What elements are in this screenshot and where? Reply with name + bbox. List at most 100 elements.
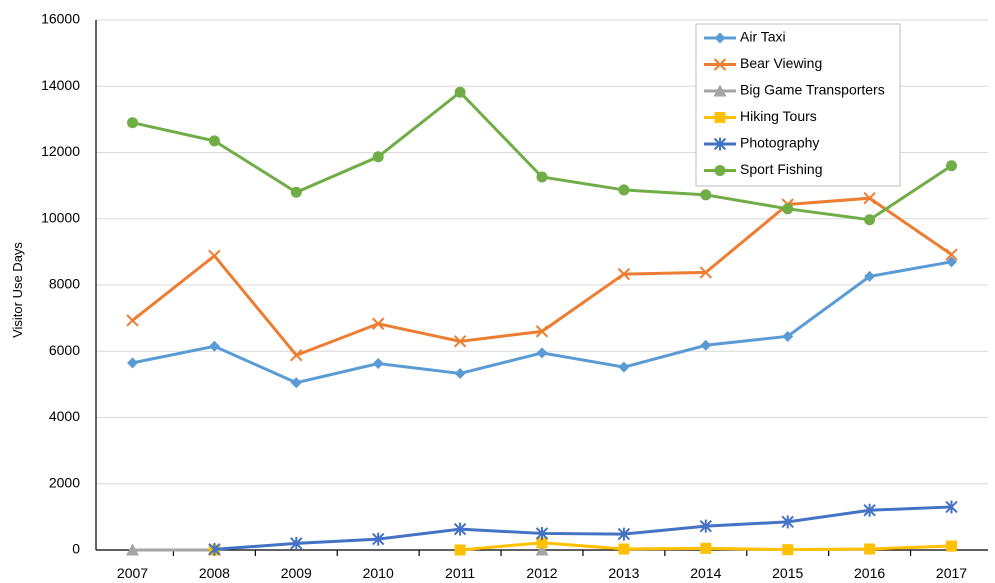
x-tick-label: 2009 (281, 565, 312, 581)
data-point (126, 314, 139, 327)
series-sport-fishing (126, 86, 958, 226)
data-point (782, 330, 794, 342)
data-point (126, 357, 138, 369)
legend-item: Hiking Tours (704, 108, 817, 124)
y-tick-label: 12000 (41, 143, 80, 159)
data-point (454, 367, 466, 379)
data-point (864, 214, 876, 226)
x-tick-label: 2016 (854, 565, 885, 581)
y-tick-label: 4000 (49, 408, 80, 424)
legend-label: Hiking Tours (740, 108, 817, 124)
data-point (536, 171, 548, 183)
data-point (700, 339, 712, 351)
data-point (290, 536, 303, 550)
legend-item: Air Taxi (704, 29, 786, 45)
legend-item: Bear Viewing (704, 55, 822, 71)
data-point (535, 526, 549, 540)
data-point (535, 325, 549, 338)
data-point (454, 544, 466, 556)
legend-item: Sport Fishing (704, 161, 822, 177)
data-point (617, 267, 631, 281)
data-point (372, 358, 384, 370)
series-photography (208, 500, 958, 556)
data-point (945, 248, 958, 261)
data-point (864, 543, 876, 555)
x-tick-label: 2014 (690, 565, 721, 581)
data-point (946, 256, 958, 268)
data-point (535, 543, 549, 556)
legend-marker (713, 137, 727, 151)
legend-label: Bear Viewing (740, 55, 822, 71)
data-point (125, 543, 139, 556)
data-point (700, 189, 712, 201)
legend-label: Sport Fishing (740, 161, 822, 177)
data-point (290, 349, 303, 362)
legend-marker (714, 165, 726, 176)
data-point (372, 151, 384, 163)
x-tick-labels: 2007 2008 2009 2010 2011 2012 2013 2014 2015 2016… (117, 565, 967, 581)
data-point (453, 335, 467, 348)
x-tick-label: 2011 (445, 565, 475, 581)
series-bear-viewing (126, 192, 958, 362)
data-point (699, 519, 713, 533)
data-point (700, 542, 712, 554)
y-tick-label: 8000 (49, 276, 80, 292)
x-tick-label: 2012 (526, 565, 557, 581)
series (125, 86, 958, 556)
y-tick-label: 0 (72, 541, 80, 557)
legend-marker (713, 58, 727, 71)
legend-item: Big Game Transporters (704, 82, 885, 98)
legend-marker (714, 32, 726, 44)
data-point (536, 537, 548, 549)
data-point (126, 117, 138, 129)
data-point (290, 186, 302, 198)
series-hiking-tours (208, 537, 958, 556)
x-tick-label: 2017 (936, 565, 967, 581)
x-tick-label: 2013 (608, 565, 639, 581)
data-point (371, 532, 385, 546)
data-point (371, 317, 385, 330)
series-line (132, 260, 952, 385)
data-point (208, 340, 220, 352)
data-point (454, 86, 466, 98)
data-point (208, 135, 220, 147)
data-point (618, 361, 630, 373)
y-tick-label: 14000 (41, 77, 80, 93)
data-point (946, 160, 958, 172)
data-point (290, 377, 302, 389)
series-air-taxi (126, 256, 958, 389)
data-point (536, 347, 548, 359)
x-tick-label: 2015 (772, 565, 803, 581)
legend: Air Taxi Bear Viewing Big Game Transporter… (695, 23, 901, 187)
series-line (214, 505, 952, 551)
x-tick-label: 2010 (363, 565, 394, 581)
data-point (618, 184, 630, 196)
data-point (617, 527, 631, 541)
data-point (208, 542, 221, 556)
data-point (946, 540, 958, 552)
data-point (863, 503, 876, 517)
legend-marker (714, 112, 726, 123)
legend-box (695, 23, 901, 187)
y-tick-label: 10000 (41, 209, 80, 225)
legend-item: Photography (704, 135, 819, 151)
data-point (782, 544, 794, 556)
data-point (864, 270, 876, 282)
data-point (618, 543, 630, 555)
legend-label: Air Taxi (740, 29, 786, 45)
data-point (945, 500, 958, 514)
legend-label: Photography (740, 135, 819, 151)
data-point (781, 515, 794, 529)
y-tick-labels: 0 2000 4000 6000 8000 10000 12000 14000 16000 (41, 11, 80, 557)
y-tick-label: 6000 (49, 342, 80, 358)
x-tick-label: 2008 (199, 565, 230, 581)
x-tick-label: 2007 (117, 565, 148, 581)
y-axis-label: Visitor Use Days (10, 242, 25, 338)
legend-label: Big Game Transporters (740, 82, 885, 98)
data-point (699, 266, 713, 279)
data-point (782, 203, 794, 215)
y-tick-label: 16000 (41, 11, 80, 27)
y-tick-label: 2000 (49, 474, 80, 490)
data-point (453, 522, 467, 536)
